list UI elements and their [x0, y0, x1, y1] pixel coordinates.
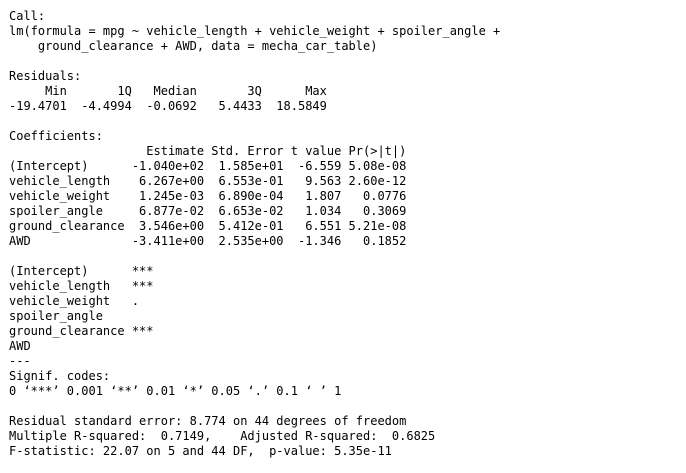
signif-row-spoiler-angle: spoiler_angle [9, 309, 103, 323]
separator-line: --- [9, 354, 31, 368]
coefficient-row-intercept: (Intercept) -1.040e+02 1.585e+01 -6.559 … [9, 159, 407, 173]
coefficient-row-ground-clearance: ground_clearance 3.546e+00 5.412e-01 6.5… [9, 219, 407, 233]
signif-row-vehicle-length: vehicle_length *** [9, 279, 154, 293]
signif-row-intercept: (Intercept) *** [9, 264, 154, 278]
coefficients-column-headers: Estimate Std. Error t value Pr(>|t|) [9, 144, 407, 158]
residuals-header: Residuals: [9, 69, 82, 83]
r-squared-line: Multiple R-squared: 0.7149, Adjusted R-s… [9, 429, 436, 443]
blank-line [9, 249, 686, 264]
coefficient-row-spoiler-angle: spoiler_angle 6.877e-02 6.653e-02 1.034 … [9, 204, 407, 218]
residuals-column-headers: Min 1Q Median 3Q Max [9, 84, 327, 98]
f-statistic-line: F-statistic: 22.07 on 5 and 44 DF, p-val… [9, 444, 392, 458]
signif-codes-header: Signif. codes: [9, 369, 111, 383]
signif-row-ground-clearance: ground_clearance *** [9, 324, 154, 338]
coefficients-header: Coefficients: [9, 129, 103, 143]
blank-line [9, 54, 686, 69]
coefficient-row-vehicle-weight: vehicle_weight 1.245e-03 6.890e-04 1.807… [9, 189, 407, 203]
call-formula-line-2: ground_clearance + AWD, data = mecha_car… [9, 39, 378, 53]
call-formula-line-1: lm(formula = mpg ~ vehicle_length + vehi… [9, 24, 501, 38]
coefficient-row-awd: AWD -3.411e+00 2.535e+00 -1.346 0.1852 [9, 234, 407, 248]
call-header: Call: [9, 9, 46, 23]
coefficient-row-vehicle-length: vehicle_length 6.267e+00 6.553e-01 9.563… [9, 174, 407, 188]
signif-row-awd: AWD [9, 339, 31, 353]
signif-codes-legend: 0 ‘***’ 0.001 ‘**’ 0.01 ‘*’ 0.05 ‘.’ 0.1… [9, 384, 342, 398]
blank-line [9, 399, 686, 414]
residual-standard-error: Residual standard error: 8.774 on 44 deg… [9, 414, 407, 428]
signif-row-vehicle-weight: vehicle_weight . [9, 294, 140, 308]
blank-line [9, 114, 686, 129]
residuals-values: -19.4701 -4.4994 -0.0692 5.4433 18.5849 [9, 99, 327, 113]
